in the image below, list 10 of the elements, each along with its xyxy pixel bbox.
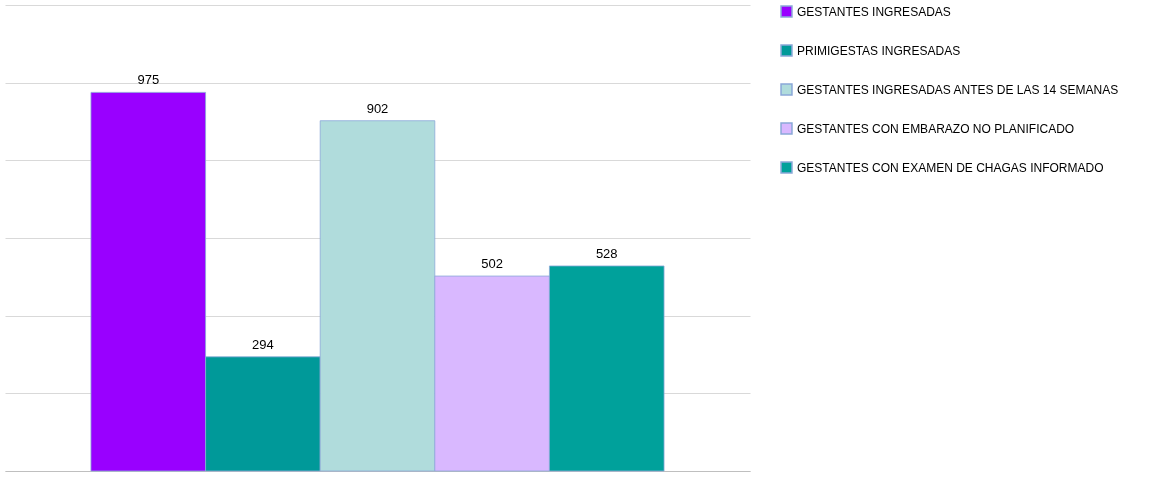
legend-label: GESTANTES INGRESADAS	[797, 4, 951, 19]
legend-label: GESTANTES CON EXAMEN DE CHAGAS INFORMADO	[797, 160, 1104, 175]
data-label: 975	[137, 72, 160, 88]
legend-label: GESTANTES INGRESADAS ANTES DE LAS 14 SEMANAS	[797, 82, 1119, 97]
data-label: 902	[366, 100, 389, 116]
legend-label: PRIMIGESTAS INGRESADAS	[797, 43, 961, 58]
data-label: 528	[595, 245, 618, 261]
legend-label: GESTANTES CON EMBARAZO NO PLANIFICADO	[797, 121, 1075, 136]
data-label: 502	[481, 256, 503, 272]
data-label: 294	[252, 336, 274, 352]
